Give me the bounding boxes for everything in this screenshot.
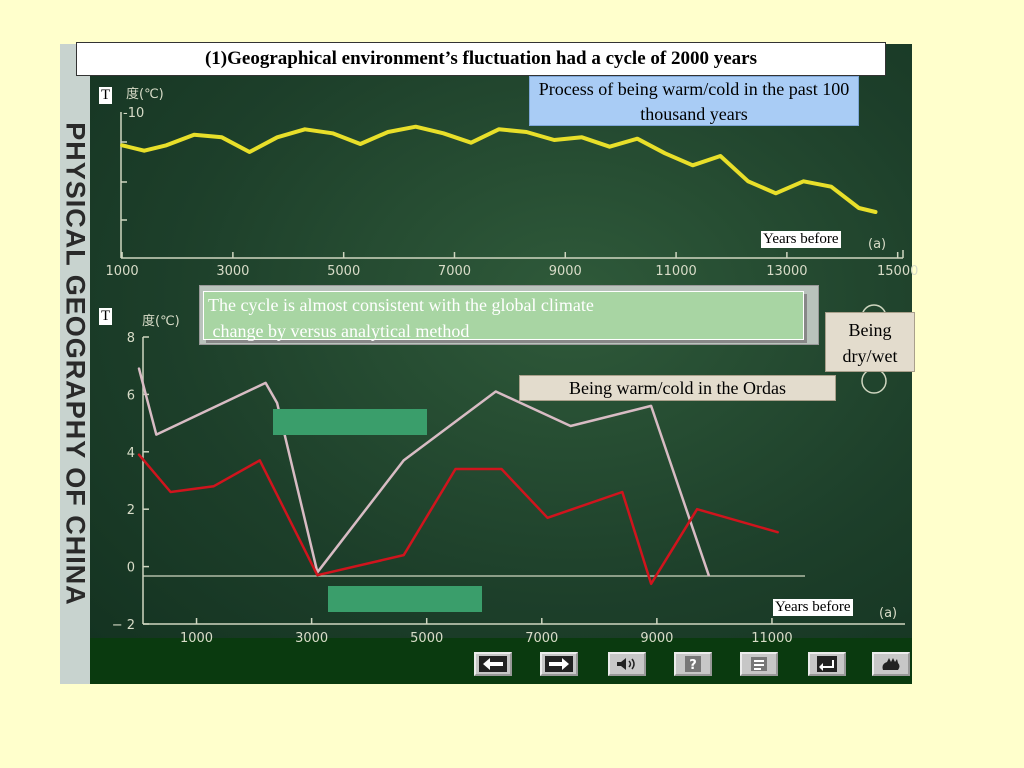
x-tick-label: 1000 [180, 631, 213, 646]
x-tick-label: 5000 [327, 264, 360, 279]
back-arrow-icon [479, 656, 507, 672]
y-tick-label: 4 [127, 446, 135, 461]
x-tick-label: 13000 [766, 264, 807, 279]
callout-cycle-text: The cycle is almost consistent with the … [203, 291, 804, 341]
callout-process: Process of being warm/cold in the past 1… [529, 76, 859, 126]
x-tick-label: 15000 [877, 264, 918, 279]
top-x-ticks: 1000 3000 5000 7000 9000 11000 13000 15000 [106, 252, 918, 279]
top-x-unit: (a) [868, 237, 886, 252]
navigation-bar: ? [90, 638, 912, 684]
dry-wet-series-line [137, 367, 710, 577]
x-tick-label: 7000 [525, 631, 558, 646]
top-y-unit: 度(℃) [126, 86, 164, 102]
x-tick-label: 9000 [549, 264, 582, 279]
bottom-chart-axes: 度(℃) (a) [142, 313, 905, 625]
x-tick-label: 5000 [410, 631, 443, 646]
speaker-icon [617, 658, 635, 670]
bottom-series-group [137, 367, 779, 586]
bottom-y-ticks: − 2 0 2 4 6 8 [112, 331, 149, 633]
back-button[interactable] [474, 652, 512, 676]
help-icon: ? [685, 656, 701, 672]
help-button[interactable]: ? [674, 652, 712, 676]
x-tick-label: 11000 [751, 631, 792, 646]
x-tick-label: 9000 [640, 631, 673, 646]
forward-arrow-icon [545, 656, 573, 672]
return-button[interactable] [808, 652, 846, 676]
top-chart-axes: 度(℃) -10 (a) [120, 86, 904, 259]
exit-button[interactable] [872, 652, 910, 676]
x-tick-label: 3000 [216, 264, 249, 279]
callout-dry-wet: Being dry/wet [825, 312, 915, 372]
y-tick-label: 8 [127, 331, 135, 346]
bottom-y-unit: 度(℃) [142, 313, 180, 329]
x-tick-label: 11000 [655, 264, 696, 279]
y-tick-label: − 2 [112, 618, 135, 633]
callout-ordas: Being warm/cold in the Ordas [519, 375, 836, 401]
highlight-block-lower [328, 586, 482, 612]
tag-t-bottom: T [99, 308, 113, 325]
callout-cycle: The cycle is almost consistent with the … [199, 285, 819, 345]
top-series-group [120, 124, 878, 214]
tag-t-top: T [99, 87, 113, 104]
y-tick-label: 6 [127, 388, 135, 403]
tag-years-before-top: Years before [761, 231, 841, 248]
bottom-x-unit: (a) [879, 606, 897, 621]
sound-button[interactable] [608, 652, 646, 676]
x-tick-label: 7000 [438, 264, 471, 279]
menu-button[interactable] [740, 652, 778, 676]
slide-title: (1)Geographical environment’s fluctuatio… [76, 42, 886, 76]
exit-icon [882, 658, 900, 670]
tag-years-before-bottom: Years before [773, 599, 853, 616]
menu-icon [751, 657, 767, 671]
svg-text:?: ? [689, 658, 697, 672]
bottom-x-ticks: 1000 3000 5000 7000 9000 11000 [180, 618, 793, 646]
return-icon [817, 656, 837, 672]
sidebar: PHYSICAL GEOGRAPHY OF CHINA [60, 44, 91, 684]
y-tick-label: 0 [127, 561, 135, 576]
highlight-block-upper [273, 409, 427, 435]
top-series-line [120, 124, 878, 214]
warm-cold-series-line [137, 453, 779, 586]
chalkboard-panel: PHYSICAL GEOGRAPHY OF CHINA ? [60, 44, 912, 684]
x-tick-label: 3000 [295, 631, 328, 646]
y-tick-label: 2 [127, 503, 135, 518]
forward-button[interactable] [540, 652, 578, 676]
top-y-tick-label: -10 [123, 106, 144, 121]
x-tick-label: 1000 [106, 264, 139, 279]
